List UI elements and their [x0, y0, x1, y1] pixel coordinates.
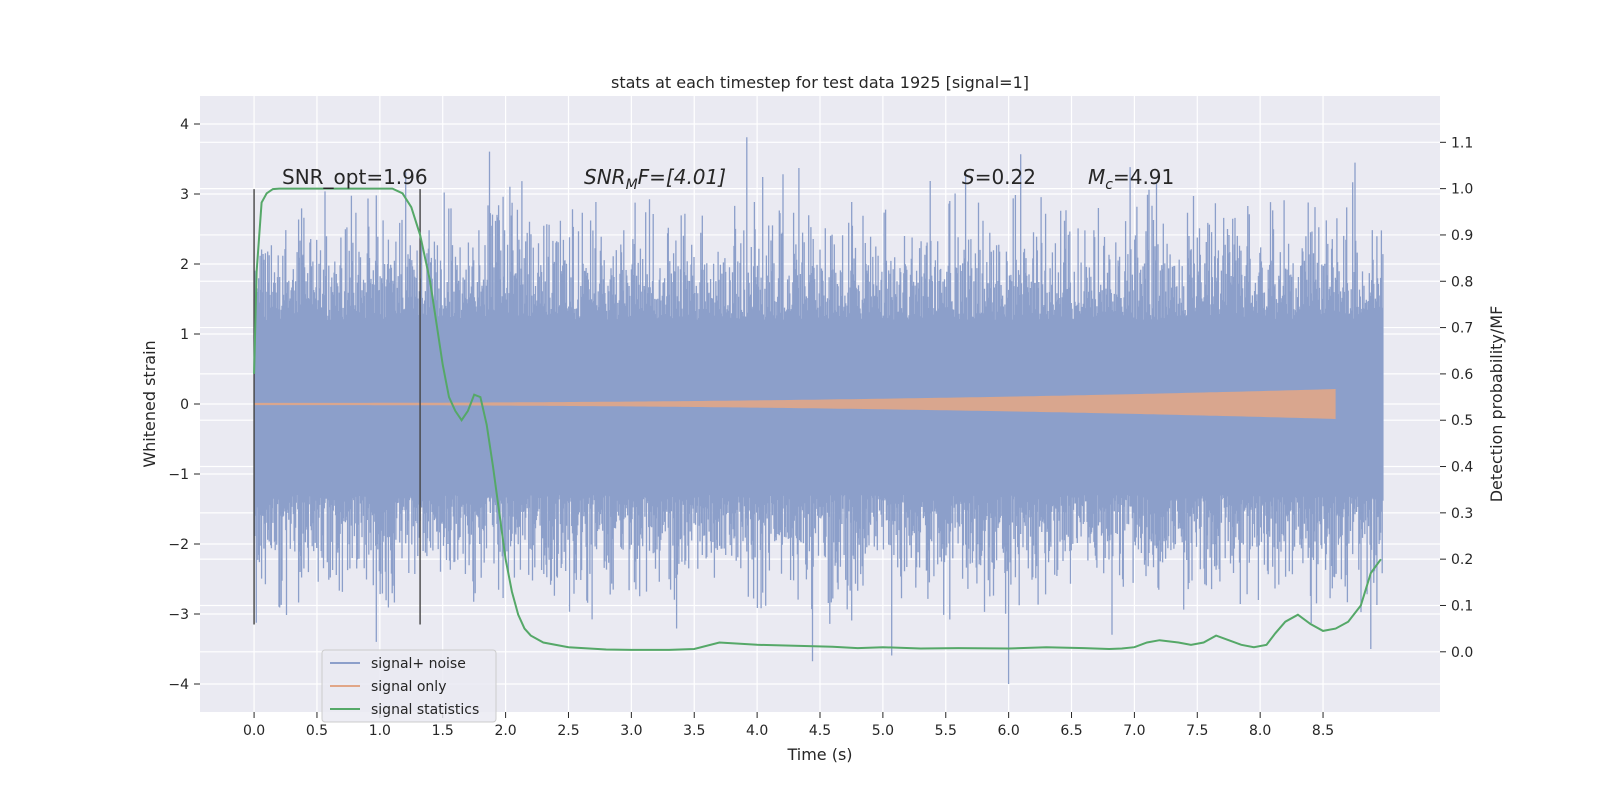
x-tick-label: 2.0: [494, 723, 516, 739]
annotation-snr-opt: SNR_opt=1.96: [282, 165, 428, 189]
y-tick-label: −3: [168, 607, 189, 623]
y-right-tick-label: 0.0: [1451, 645, 1473, 661]
legend-box: [321, 649, 497, 723]
signal-statistics-series: [253, 187, 1382, 651]
y-tick-label: 2: [180, 257, 189, 273]
x-tick-label: 0.5: [306, 723, 328, 739]
x-tick-label: 2.5: [557, 723, 579, 739]
y-tick-label: 4: [180, 117, 189, 133]
x-tick-label: 0.0: [243, 723, 265, 739]
vertical-markers: [253, 189, 421, 625]
chart-title: stats at each timestep for test data 192…: [611, 73, 1029, 92]
y-tick-label: 1: [180, 327, 189, 343]
y-tick-label: −4: [168, 677, 189, 693]
y-axis-right-title: Detection probability/MF: [1487, 306, 1506, 503]
y-right-tick-label: 1.1: [1451, 135, 1473, 151]
x-tick-label: 7.5: [1186, 723, 1208, 739]
y-right-tick-label: 0.6: [1451, 367, 1473, 383]
y-right-tick-label: 0.3: [1451, 506, 1473, 522]
y-right-tick-label: 0.9: [1451, 228, 1473, 244]
x-tick-label: 8.5: [1312, 723, 1334, 739]
x-tick-label: 3.5: [683, 723, 705, 739]
y-right-tick-label: 1.0: [1451, 182, 1473, 198]
y-tick-label: 0: [180, 397, 189, 413]
y-right-tick-label: 0.5: [1451, 413, 1473, 429]
y-right-tick-label: 0.7: [1451, 321, 1473, 337]
x-tick-label: 6.5: [1060, 723, 1082, 739]
y-axis-title: Whitened strain: [140, 340, 159, 467]
x-tick-label: 5.5: [935, 723, 957, 739]
legend-label-signal-only: signal only: [371, 679, 446, 695]
y-right-tick-label: 0.2: [1451, 552, 1473, 568]
x-tick-label: 3.0: [620, 723, 642, 739]
x-tick-label: 5.0: [872, 723, 894, 739]
x-tick-label: 7.0: [1123, 723, 1145, 739]
signal-statistics-line: [253, 187, 1382, 651]
legend: signal+ noise signal only signal statist…: [321, 649, 497, 723]
y-tick-label: −1: [168, 467, 189, 483]
y-tick-label: −2: [168, 537, 189, 553]
y-right-tick-label: 0.4: [1451, 460, 1473, 476]
y-axis-right-ticks: 0.0 0.1 0.2 0.3 0.4 0.5 0.6 0.7 0.8 0.9 1.0 1.1: [1440, 135, 1473, 661]
x-tick-label: 1.0: [369, 723, 391, 739]
x-axis-title: Time (s): [786, 745, 852, 764]
y-tick-label: 3: [180, 187, 189, 203]
legend-label-signal-noise: signal+ noise: [371, 656, 466, 672]
annotation-snr-mf: SNRMF=[4.01]: [584, 165, 726, 193]
y-right-tick-label: 0.8: [1451, 274, 1473, 290]
y-right-tick-label: 0.1: [1451, 598, 1473, 614]
x-tick-label: 1.5: [432, 723, 454, 739]
x-tick-label: 4.0: [746, 723, 768, 739]
x-tick-label: 8.0: [1249, 723, 1271, 739]
signal-only-envelope: [254, 389, 1336, 419]
x-axis-ticks: 0.0 0.5 1.0 1.5 2.0 2.5 3.0 3.5 4.0 4.5 5.0 5.5 6.0 6…: [243, 712, 1334, 739]
x-tick-label: 4.5: [809, 723, 831, 739]
y-axis-ticks: −4 −3 −2 −1 0 1 2 3 4: [168, 117, 200, 693]
x-tick-label: 6.0: [998, 723, 1020, 739]
signal-only-series: [254, 389, 1336, 419]
legend-label-signal-statistics: signal statistics: [371, 702, 479, 718]
annotation-mc: Mc=4.91: [1088, 165, 1174, 193]
annotation-s: S=0.22: [962, 165, 1036, 189]
